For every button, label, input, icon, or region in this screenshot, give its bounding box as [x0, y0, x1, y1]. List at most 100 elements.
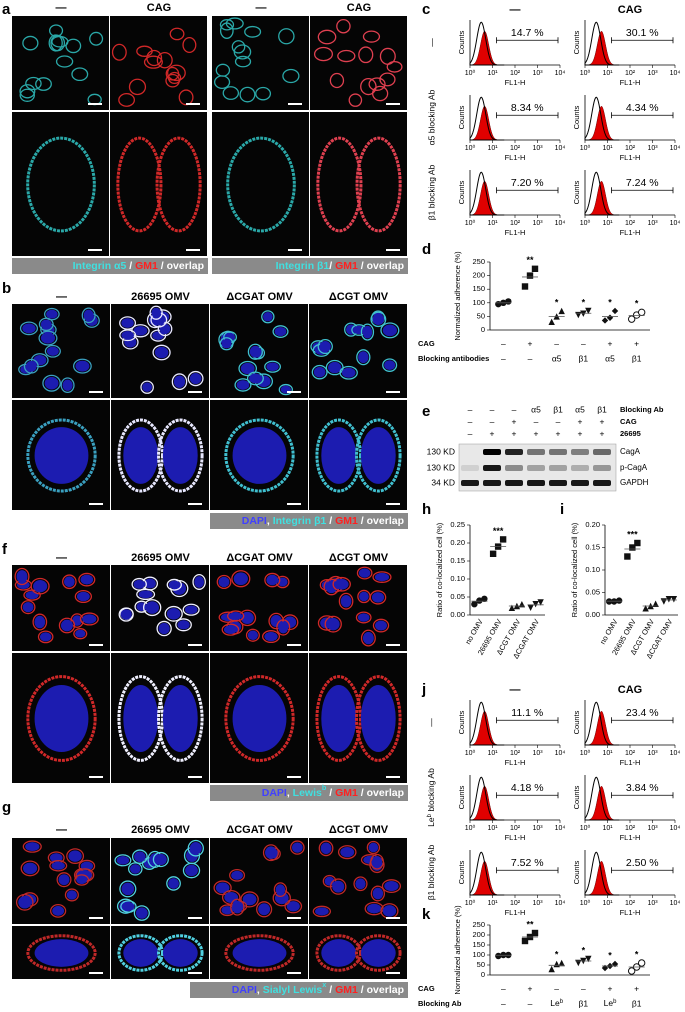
text-segment: DAPI [232, 984, 257, 996]
nucleus [232, 427, 287, 484]
x-tick-label: 10² [510, 70, 521, 77]
cell-membrane [49, 24, 64, 37]
significance: * [582, 297, 586, 307]
cell-membrane [244, 25, 262, 38]
x-tick-label: 10⁰ [580, 219, 591, 227]
cell-membrane [26, 675, 97, 762]
nucleus [25, 360, 37, 372]
nucleus [334, 578, 349, 590]
histogram-control [584, 701, 619, 746]
panel-label: a [2, 1, 11, 18]
cell-membrane [318, 840, 334, 857]
caption: DAPI, Sialyl Lewisx / GM1 / overlap [232, 980, 404, 995]
condition: Leb [604, 998, 617, 1008]
x-tick-label: 10⁰ [465, 219, 476, 227]
cell-membrane [246, 371, 264, 386]
nucleus [16, 570, 28, 583]
cell-membrane [120, 900, 137, 913]
cell-membrane [22, 840, 42, 853]
data-point [548, 318, 555, 326]
data-point [575, 959, 582, 967]
nucleus [162, 939, 198, 967]
x-tick-label: 10³ [532, 825, 543, 832]
cell-membrane [221, 623, 240, 636]
nucleus [384, 881, 399, 892]
cell-membrane [187, 370, 204, 387]
text-segment: Le [604, 998, 614, 1008]
cell-membrane [353, 876, 368, 892]
y-axis-label: Ratio of co-localized cell (%) [435, 522, 444, 617]
x-axis-label: FL1-H [505, 833, 526, 842]
caption-background [210, 513, 408, 529]
cell-membrane [239, 86, 256, 103]
nucleus [121, 882, 135, 896]
band [461, 480, 479, 486]
y-tick-label: 150 [472, 940, 485, 949]
x-tick-label: 10¹ [487, 70, 498, 77]
x-tick-label: 10⁴ [670, 220, 681, 227]
text-segment: , [287, 787, 293, 799]
data-point [548, 965, 555, 973]
band [505, 449, 523, 455]
gate-percentage: 7.24 % [626, 177, 659, 189]
nucleus [325, 580, 338, 594]
data-point [558, 307, 565, 315]
cell-membrane [238, 360, 258, 377]
nucleus [384, 360, 396, 371]
text-segment: Integrin β1 [273, 515, 327, 527]
text-segment: β1 blocking Ab [426, 845, 436, 901]
nucleus [75, 360, 90, 372]
cell-membrane [117, 934, 164, 972]
cell-membrane [329, 72, 345, 89]
band [593, 465, 611, 471]
cell-membrane [111, 43, 127, 61]
nucleus [358, 351, 369, 364]
nucleus [360, 684, 396, 753]
nucleus [144, 578, 156, 589]
cell-membrane [166, 876, 181, 891]
x-axis-label: FL1-H [620, 908, 641, 917]
nucleus [138, 590, 153, 599]
significance: * [635, 299, 639, 309]
cell-membrane [118, 92, 136, 107]
y-axis-label: Counts [457, 710, 466, 734]
histogram-control [469, 171, 504, 216]
column-header: — [510, 684, 521, 696]
x-tick-label: 10¹ [602, 220, 613, 227]
nucleus [362, 631, 374, 645]
nucleus [159, 323, 171, 335]
lane-condition: – [468, 428, 473, 438]
column-header: CAG [618, 4, 642, 16]
cell-membrane [338, 592, 354, 610]
lane-row-label: CAG [620, 417, 637, 426]
x-tick-label: 10³ [647, 900, 658, 907]
nucleus [231, 870, 243, 880]
caption-background [190, 982, 408, 998]
x-tick-label: 10¹ [602, 70, 613, 77]
nucleus [372, 887, 384, 900]
y-tick-label: 200 [472, 271, 485, 280]
nucleus [328, 361, 342, 374]
row-label: β1 blocking Ab [426, 845, 436, 901]
y-axis-label: Counts [457, 30, 466, 54]
data-point [585, 307, 592, 315]
column-header: — [256, 2, 267, 14]
cell-membrane [127, 862, 143, 876]
cell-membrane [19, 88, 35, 102]
column-header: — [510, 4, 521, 16]
row-label: — [426, 718, 436, 727]
nucleus [274, 891, 289, 905]
y-tick-label: 0.10 [585, 565, 600, 574]
condition: – [554, 983, 559, 993]
x-tick-label: 10⁰ [580, 899, 591, 907]
cell-membrane [89, 31, 104, 46]
nucleus [120, 609, 132, 620]
cell-membrane [339, 365, 358, 380]
y-tick-label: 0.05 [585, 587, 600, 596]
cell-membrane [311, 364, 328, 380]
significance: ** [526, 919, 534, 929]
x-tick-label: 10² [625, 220, 636, 227]
nucleus [236, 380, 250, 390]
nucleus [360, 427, 396, 484]
cell-membrane [167, 71, 182, 85]
